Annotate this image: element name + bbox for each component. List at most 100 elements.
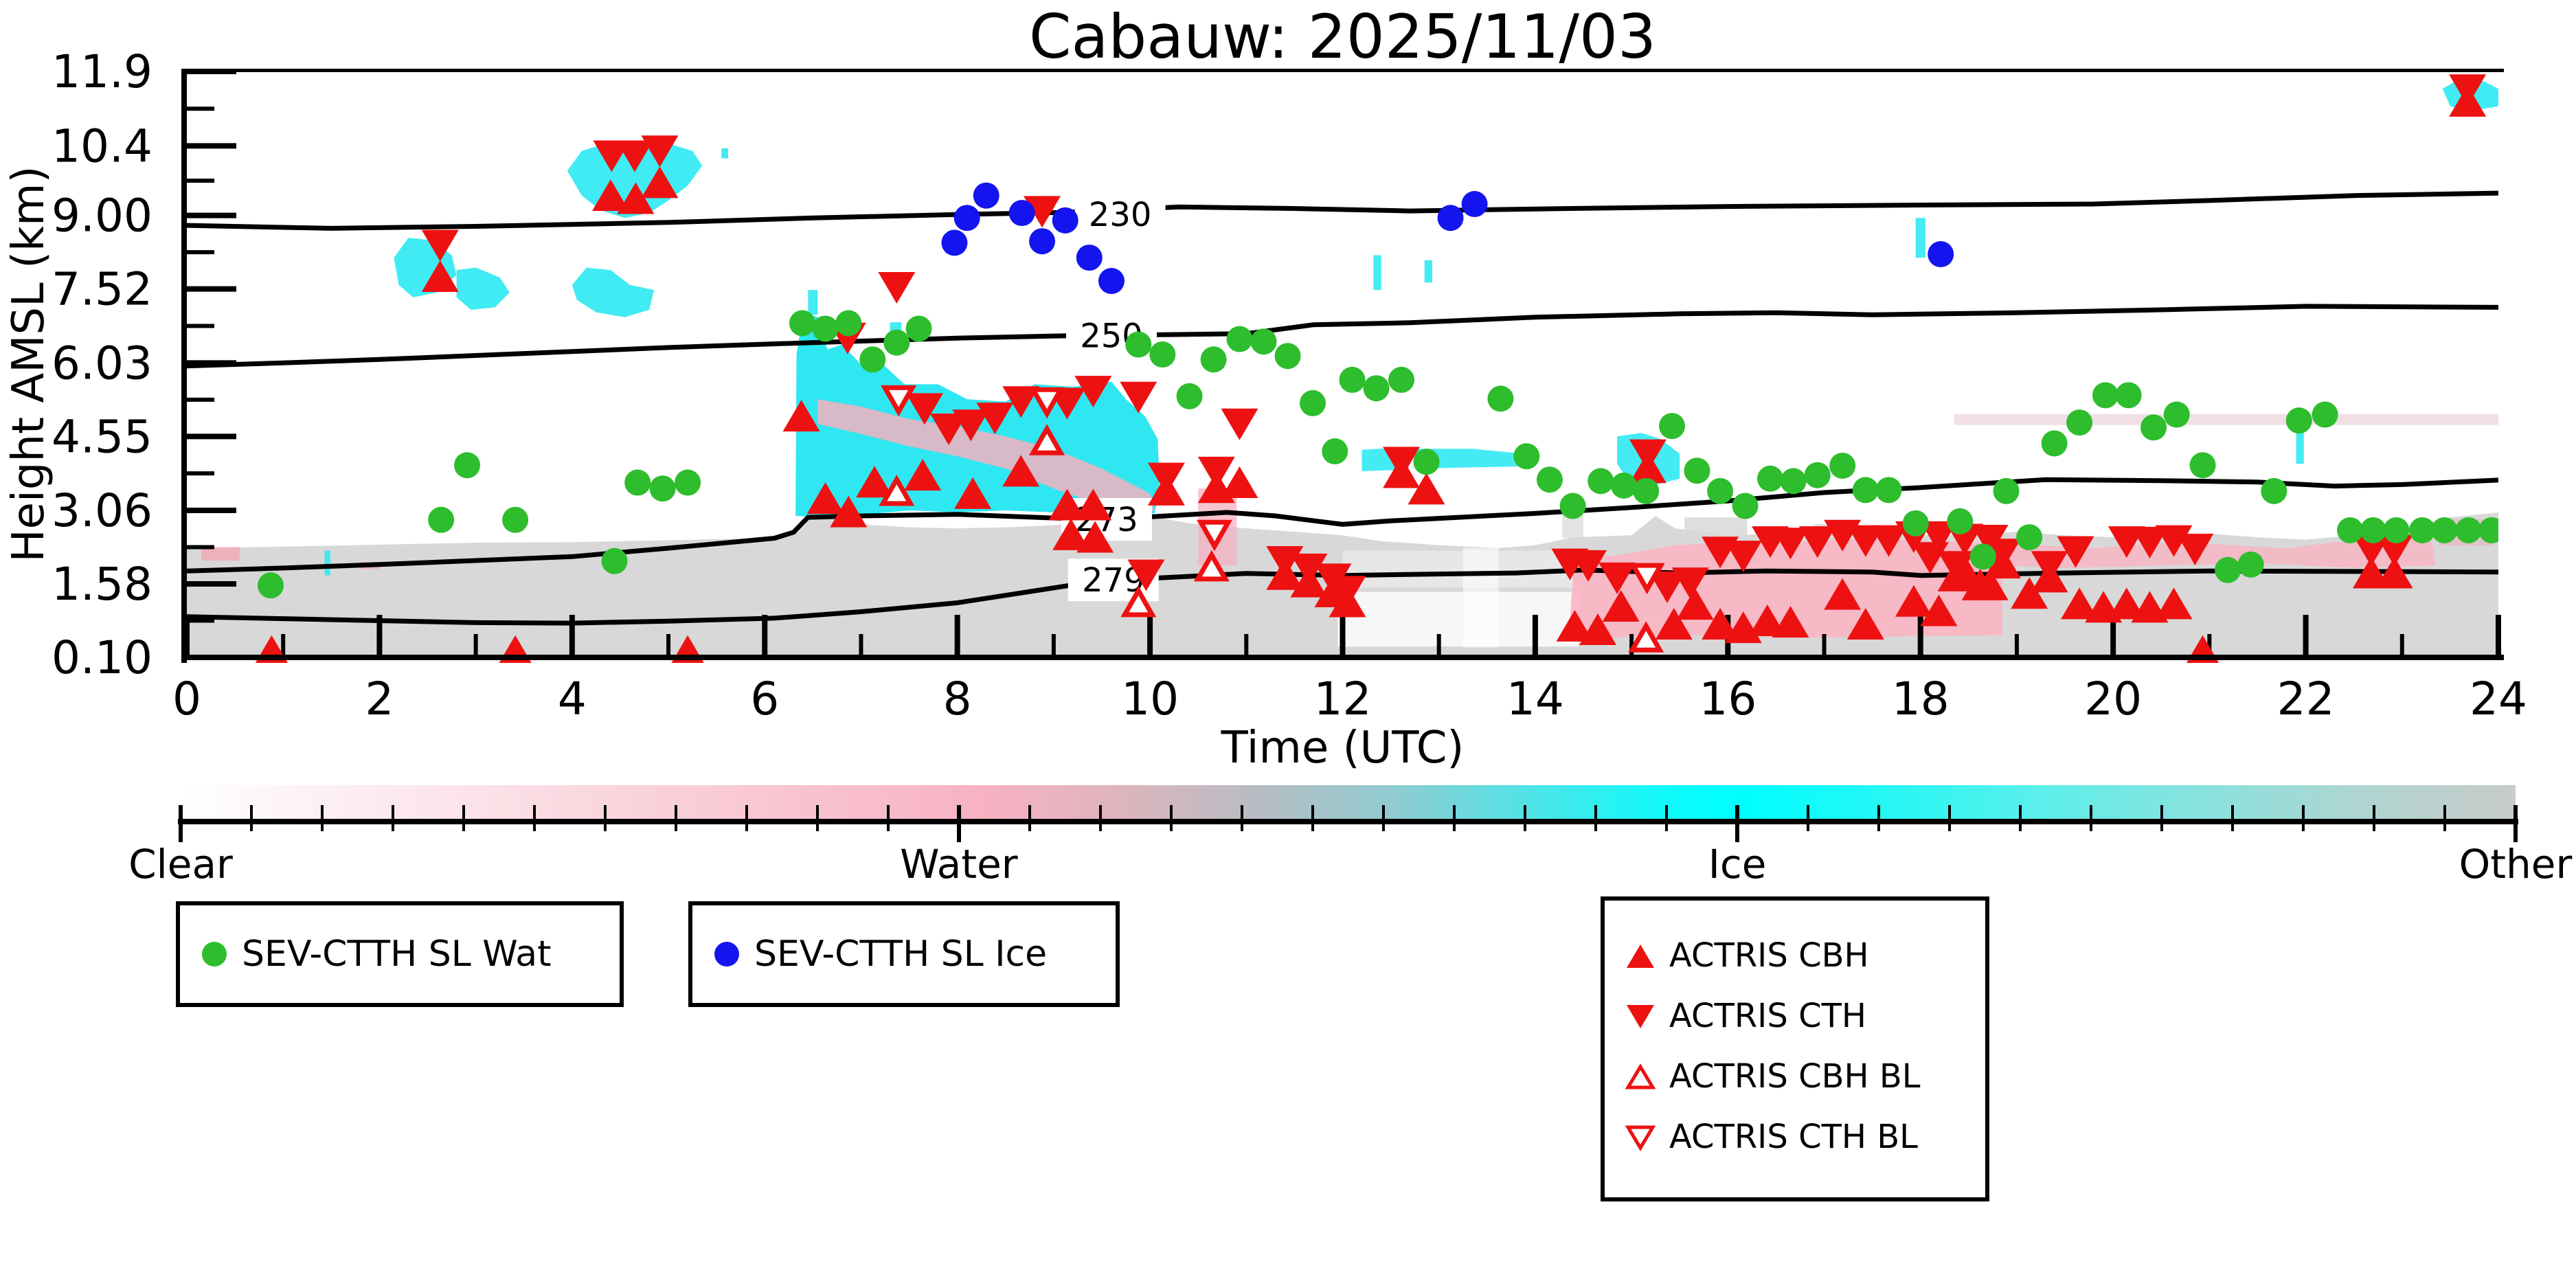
actris-cth-marker — [1598, 562, 1636, 594]
colorbar-minor-tick — [1877, 805, 1880, 831]
colorbar-minor-tick — [2302, 805, 2305, 831]
sev-ctth-sl-wat-marker — [2360, 517, 2386, 543]
actris-cth-marker — [1920, 521, 1958, 553]
actris-cbh-marker — [1602, 589, 1640, 622]
colorbar-label-other: Other — [2459, 841, 2573, 888]
actris-cth-marker — [2155, 525, 2193, 557]
sev-ctth-sl-ice-marker — [1437, 205, 1464, 231]
legend-row-cth-bl: ACTRIS CTH BL — [1605, 1107, 1985, 1167]
actris-cbh-bl-marker — [1628, 621, 1664, 653]
colorbar-minor-tick — [745, 805, 748, 831]
sev-ctth-sl-wat-marker — [1852, 477, 1879, 504]
colorbar-minor-tick — [1382, 805, 1385, 831]
x-tick-label: 24 — [2470, 673, 2527, 725]
actris-cth-marker — [1120, 381, 1157, 414]
colorbar-label-ice: Ice — [1708, 841, 1767, 888]
sev-ctth-sl-wat-marker — [2431, 517, 2458, 543]
sev-ctth-sl-ice-marker — [1076, 245, 1103, 271]
y-tick-label: 4.55 — [52, 410, 152, 463]
actris-cbh-marker — [2108, 587, 2145, 620]
actris-cbh-marker — [954, 477, 992, 509]
actris-cth-marker — [1798, 526, 1836, 558]
legend-sev-ctth-wat: SEV-CTTH SL Wat — [176, 901, 624, 1007]
legend-sev-ctth-ice: SEV-CTTH SL Ice — [688, 901, 1120, 1007]
colorbar-minor-tick — [816, 805, 819, 831]
actris-cbh-bl-marker — [879, 474, 915, 506]
sev-ctth-sl-wat-marker — [649, 475, 676, 502]
y-tick-label: 7.52 — [52, 263, 152, 316]
sev-ctth-sl-wat-marker — [2478, 517, 2498, 543]
actris-cbh-marker — [1983, 547, 2021, 579]
cbh-triangle-up-icon — [1627, 945, 1654, 968]
actris-cbh-marker — [1676, 588, 1714, 620]
sev-ctth-sl-wat-marker — [2383, 517, 2410, 543]
left-spine — [181, 69, 187, 663]
actris-cbh-marker — [1824, 578, 1862, 610]
colorbar-minor-tick — [321, 805, 324, 831]
sev-ctth-sl-wat-marker — [1513, 443, 1540, 470]
water-fleck-region — [201, 547, 240, 561]
wisp-row-region — [1954, 414, 2498, 425]
sev-ctth-sl-wat-marker — [2041, 430, 2068, 457]
colorbar-minor-tick — [1948, 805, 1951, 831]
actris-cbh-marker — [1629, 451, 1667, 484]
sev-ctth-sl-wat-marker — [1487, 385, 1514, 412]
isotherm-250-line — [187, 304, 2498, 369]
y-tick-label: 3.06 — [52, 484, 152, 537]
colorbar-minor-tick — [2090, 805, 2092, 831]
actris-cth-marker — [1772, 528, 1809, 560]
colorbar-minor-tick — [1241, 805, 1243, 831]
legend-row-cbh: ACTRIS CBH — [1605, 925, 1985, 986]
isotherm-230-label: 230 — [1089, 196, 1152, 234]
colorbar-minor-tick — [1453, 805, 1456, 831]
colorbar-minor-tick — [887, 805, 890, 831]
gray-spike-region — [1562, 513, 1583, 539]
sev-ctth-sl-ice-marker — [1029, 228, 1056, 255]
actris-cbh-marker — [1290, 565, 1328, 598]
sev-ctth-sl-ice-marker — [1098, 268, 1125, 295]
sev-ctth-sl-wat-marker — [2066, 409, 2093, 436]
colorbar-label-water: Water — [900, 841, 1018, 888]
actris-cbh-marker — [2031, 561, 2068, 593]
actris-cbh-marker — [2011, 577, 2048, 609]
actris-cbh-marker — [856, 466, 894, 498]
cth-triangle-down-icon — [1627, 1005, 1654, 1028]
legend-label: ACTRIS CTH BL — [1669, 1118, 1918, 1156]
sev-ctth-sl-wat-marker — [1902, 510, 1929, 536]
y-tick-label: 9.00 — [52, 190, 152, 242]
actris-cbh-marker — [1329, 585, 1366, 618]
sev-ctth-sl-wat-marker — [1732, 493, 1759, 519]
sev-ctth-sl-wat-marker — [1559, 493, 1586, 519]
ice-streak-region — [1915, 218, 1925, 258]
legend-label: ACTRIS CBH BL — [1669, 1057, 1921, 1096]
clear-gap-region — [1337, 591, 1579, 647]
actris-cth-marker — [2057, 536, 2094, 568]
colorbar-minor-tick — [1594, 805, 1597, 831]
x-tick-label: 22 — [2277, 673, 2335, 725]
actris-cth-bl-marker — [1196, 519, 1233, 552]
colorbar-minor-tick — [2019, 805, 2022, 831]
actris-cbh-marker — [421, 260, 459, 292]
actris-cbh-marker — [1074, 488, 1112, 521]
sev-ctth-sl-wat-marker — [1339, 366, 1366, 393]
bottom-spine — [181, 655, 2504, 660]
sev-ctth-sl-wat-marker — [1829, 452, 1856, 479]
sev-ctth-sl-wat-marker — [2312, 401, 2338, 428]
sev-ctth-sl-wat-marker — [257, 572, 284, 599]
isotherm-230-line — [187, 190, 2498, 231]
colorbar-minor-tick — [462, 805, 465, 831]
clear-gap-region — [1462, 548, 1499, 648]
actris-cth-bl-marker — [1629, 563, 1665, 595]
classification-colorbar — [181, 785, 2516, 819]
actris-cbh-marker — [617, 182, 655, 214]
actris-cth-marker — [1074, 376, 1112, 408]
sev-ctth-sl-wat-marker — [1610, 472, 1637, 499]
actris-cth-marker — [2131, 526, 2169, 558]
tick-labels: 0 2 4 6 8 10 12 14 16 18 20 22 240.101.583.064.556.0… — [52, 45, 2527, 725]
actris-cbh-marker — [1895, 585, 1932, 617]
actris-cbh-bl-marker — [1029, 424, 1065, 455]
x-tick-label: 0 — [172, 673, 201, 725]
sev-ctth-sl-wat-marker — [1322, 438, 1348, 465]
actris-cbh-marker — [1748, 604, 1786, 636]
actris-cbh-marker — [1147, 473, 1185, 506]
